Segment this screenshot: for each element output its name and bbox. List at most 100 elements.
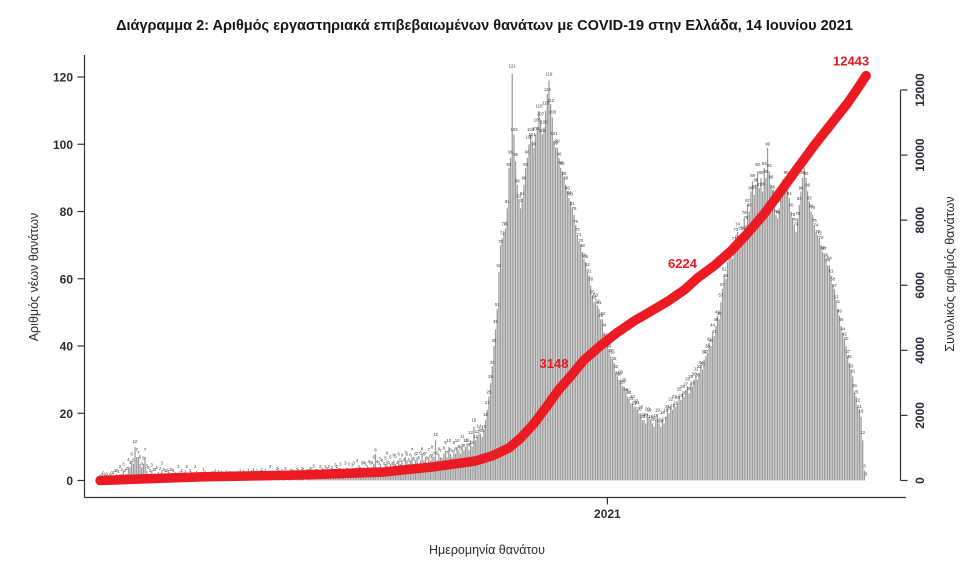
svg-text:1: 1: [179, 470, 182, 475]
svg-text:62: 62: [585, 262, 590, 267]
svg-text:74: 74: [735, 222, 740, 227]
svg-text:1: 1: [247, 468, 250, 473]
svg-text:79: 79: [572, 206, 577, 211]
svg-text:1: 1: [181, 468, 184, 473]
svg-text:1: 1: [302, 467, 305, 472]
svg-text:53: 53: [593, 292, 598, 297]
svg-text:23: 23: [630, 394, 635, 399]
svg-text:81: 81: [505, 199, 510, 204]
svg-text:4: 4: [376, 459, 379, 464]
svg-text:2: 2: [291, 468, 294, 473]
svg-text:17: 17: [643, 413, 648, 418]
svg-text:76: 76: [812, 218, 817, 223]
svg-text:40: 40: [491, 338, 496, 343]
svg-text:49: 49: [715, 310, 720, 315]
svg-text:2: 2: [124, 468, 127, 473]
svg-text:24: 24: [627, 390, 632, 395]
svg-text:13: 13: [480, 428, 485, 433]
svg-text:27: 27: [683, 382, 688, 387]
svg-text:79: 79: [810, 205, 815, 210]
svg-text:4: 4: [391, 461, 394, 466]
svg-text:4: 4: [356, 458, 359, 463]
svg-text:1: 1: [117, 469, 120, 474]
svg-text:73: 73: [739, 226, 744, 231]
svg-text:15: 15: [481, 424, 486, 429]
svg-text:71: 71: [577, 232, 582, 237]
svg-text:83: 83: [568, 191, 573, 196]
svg-text:5: 5: [418, 456, 421, 461]
svg-text:20: 20: [638, 404, 643, 409]
svg-text:9: 9: [468, 442, 471, 447]
svg-text:21: 21: [670, 403, 675, 408]
svg-text:103: 103: [532, 126, 540, 131]
y-left-tick-label: 120: [53, 71, 73, 85]
svg-text:4: 4: [396, 460, 399, 465]
svg-text:2: 2: [119, 464, 122, 469]
svg-text:5: 5: [379, 457, 382, 462]
svg-text:37: 37: [608, 348, 613, 353]
svg-text:28: 28: [622, 377, 627, 382]
svg-text:46: 46: [839, 317, 844, 322]
svg-text:8: 8: [443, 446, 446, 451]
svg-text:6: 6: [436, 450, 439, 455]
svg-text:21: 21: [857, 404, 862, 409]
svg-text:42: 42: [603, 332, 608, 337]
svg-text:71: 71: [732, 236, 737, 241]
svg-text:5: 5: [389, 455, 392, 460]
svg-text:12: 12: [860, 430, 865, 435]
svg-text:19: 19: [663, 408, 668, 413]
svg-text:1: 1: [202, 467, 205, 472]
svg-text:7: 7: [411, 447, 414, 452]
svg-text:0: 0: [865, 472, 868, 477]
svg-text:8: 8: [454, 447, 457, 452]
svg-text:2: 2: [115, 468, 118, 473]
annotation-3148: 3148: [540, 356, 569, 371]
svg-text:92: 92: [767, 163, 772, 168]
svg-text:92: 92: [755, 162, 760, 167]
svg-text:44: 44: [710, 323, 715, 328]
svg-text:70: 70: [578, 238, 583, 243]
svg-text:99: 99: [555, 139, 560, 144]
svg-text:57: 57: [832, 283, 837, 288]
svg-text:10: 10: [463, 438, 468, 443]
y-left-tick-label: 0: [66, 474, 73, 488]
svg-text:83: 83: [517, 193, 522, 198]
svg-text:3: 3: [146, 463, 149, 468]
svg-text:80: 80: [809, 204, 814, 209]
svg-text:3: 3: [122, 461, 125, 466]
svg-text:51: 51: [835, 299, 840, 304]
svg-text:43: 43: [712, 329, 717, 334]
svg-text:2: 2: [319, 464, 322, 469]
svg-text:42: 42: [842, 331, 847, 336]
svg-text:80: 80: [789, 203, 794, 208]
svg-text:18: 18: [660, 410, 665, 415]
svg-text:6: 6: [429, 453, 432, 458]
svg-text:41: 41: [707, 337, 712, 342]
svg-text:4: 4: [383, 461, 386, 466]
svg-text:1: 1: [184, 469, 187, 474]
svg-text:3: 3: [352, 460, 355, 465]
svg-text:25: 25: [677, 386, 682, 391]
svg-text:7: 7: [446, 450, 449, 455]
svg-text:90: 90: [784, 170, 789, 175]
svg-text:16: 16: [652, 417, 657, 422]
y-left-tick-label: 20: [60, 407, 74, 421]
svg-text:6: 6: [131, 451, 134, 456]
y-right-tick-label: 6000: [913, 272, 927, 299]
svg-text:2: 2: [284, 466, 287, 471]
svg-text:3: 3: [151, 462, 154, 467]
y-left-tick-label: 100: [53, 138, 73, 152]
svg-text:5: 5: [426, 456, 429, 461]
svg-text:3: 3: [339, 461, 342, 466]
svg-text:6: 6: [419, 450, 422, 455]
svg-text:35: 35: [847, 354, 852, 359]
svg-text:90: 90: [764, 169, 769, 174]
svg-text:84: 84: [520, 191, 525, 196]
svg-text:61: 61: [829, 268, 834, 273]
svg-text:9: 9: [444, 440, 447, 445]
svg-text:68: 68: [820, 245, 825, 250]
svg-text:48: 48: [598, 313, 603, 318]
svg-text:44: 44: [602, 323, 607, 328]
